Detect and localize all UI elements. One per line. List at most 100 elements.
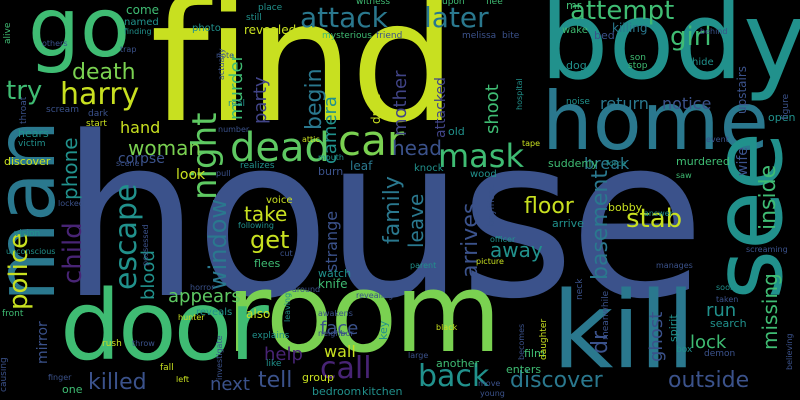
word-return: return [600, 94, 649, 113]
word-wall: wall [324, 342, 356, 361]
word-horror: horror [190, 283, 215, 292]
word-place: place [258, 3, 283, 13]
word-causing: causing [0, 357, 9, 392]
word-knock: knock [414, 163, 444, 174]
word-film: film [524, 347, 545, 360]
word-mr: mr [566, 0, 582, 12]
word-strange: strange [322, 210, 341, 272]
word-rush: rush [102, 339, 122, 349]
word-upstairs: upstairs [735, 65, 749, 114]
word-like: like [266, 359, 282, 369]
word-explains: explains [252, 331, 290, 341]
word-witness: witness [356, 0, 391, 7]
word-neighbor: neighbor [318, 329, 354, 338]
word-discover: discover [510, 368, 603, 393]
word-arrives: arrives [458, 202, 483, 278]
word-death: death [72, 60, 136, 85]
word-named: named [124, 17, 159, 28]
word-lock: lock [690, 332, 727, 353]
word-screaming: screaming [746, 245, 788, 254]
word-killed: killed [88, 370, 147, 395]
word-face: face [320, 318, 359, 339]
word-large: large [408, 351, 429, 360]
word-wood: wood [470, 169, 497, 180]
word-suddenly: suddenly [548, 157, 598, 170]
word-parent: parent [410, 261, 437, 270]
word-arrive: arrive [552, 217, 584, 230]
word-officer: officer [490, 235, 516, 244]
word-murdered: murdered [676, 155, 730, 168]
word-demon: demon [704, 349, 736, 359]
word-leave: leave [404, 193, 428, 248]
word-stop: stop [628, 61, 648, 71]
word-wake: wake [562, 25, 588, 36]
word-answer: answer [644, 209, 673, 218]
word-note: note [216, 51, 235, 60]
word-break: break [584, 154, 630, 173]
word-dead: dead [230, 125, 330, 171]
word-event: event [706, 135, 729, 144]
word-bed: bed [594, 29, 615, 42]
word-still: still [246, 13, 262, 23]
word-hospital: hospital [515, 78, 524, 110]
word-harry: harry [60, 77, 140, 112]
word-mysterious: mysterious [322, 31, 372, 41]
word-old: old [448, 125, 465, 138]
word-also: also [246, 307, 271, 321]
word-tape: tape [522, 139, 541, 148]
word-cut: cut [280, 249, 293, 258]
word-discover-2: discover [4, 155, 51, 168]
word-notice: notice [662, 94, 712, 113]
word-look: look [176, 167, 206, 183]
word-move: move [478, 379, 501, 388]
word-daughter: daughter [539, 318, 549, 360]
word-come: come [126, 3, 160, 17]
word-woman: woman [128, 136, 202, 160]
word-key: key [377, 320, 390, 340]
word-throw: throw [132, 339, 155, 348]
word-party: party [250, 76, 271, 124]
word-burn: burn [318, 165, 344, 178]
word-watch: watch [318, 267, 352, 280]
word-meanwhile: meanwhile [601, 290, 611, 340]
word-scream: scream [46, 105, 79, 115]
word-son: son [630, 53, 646, 63]
word-mouth: mouth [318, 153, 344, 162]
word-car: car [338, 116, 405, 165]
word-left: left [176, 375, 189, 384]
word-get: get [250, 226, 290, 254]
word-room: room [226, 249, 502, 377]
word-force: force [606, 159, 627, 168]
word-one: one [62, 383, 83, 396]
word-number: number [218, 125, 250, 134]
word-photo: photo [192, 23, 221, 34]
word-behind: behind [700, 27, 728, 36]
word-phone: phone [58, 137, 82, 200]
word-possessed: possessed [141, 224, 150, 266]
word-reveals: reveals [196, 307, 233, 318]
word-victim: victim [18, 139, 46, 149]
word-dog: dog [566, 59, 587, 72]
word-wife: wife [735, 147, 751, 176]
word-kill: kill [552, 269, 696, 392]
word-bobby: bobby [608, 201, 643, 214]
word-saw: saw [676, 171, 692, 180]
word-awakens: awakens [318, 309, 353, 318]
word-hide: hide [692, 57, 714, 68]
word-window: window [204, 198, 232, 290]
word-scene: scene [116, 159, 140, 168]
word-later: later [424, 1, 489, 34]
word-ghost: ghost [646, 311, 667, 362]
word-trap: trap [120, 45, 137, 54]
word-alive: alive [3, 22, 13, 44]
word-bedroom: bedroom [312, 385, 362, 398]
word-mirror: mirror [35, 321, 51, 364]
word-attacked: attacked [433, 77, 449, 138]
word-killing: killing [612, 21, 648, 35]
word-attempt: attempt [570, 0, 675, 26]
word-leaving: leaving [283, 292, 292, 322]
word-search: search [710, 317, 747, 330]
word-figure: figure [781, 93, 791, 120]
word-following: following [238, 221, 274, 230]
word-tell: tell [258, 368, 293, 393]
